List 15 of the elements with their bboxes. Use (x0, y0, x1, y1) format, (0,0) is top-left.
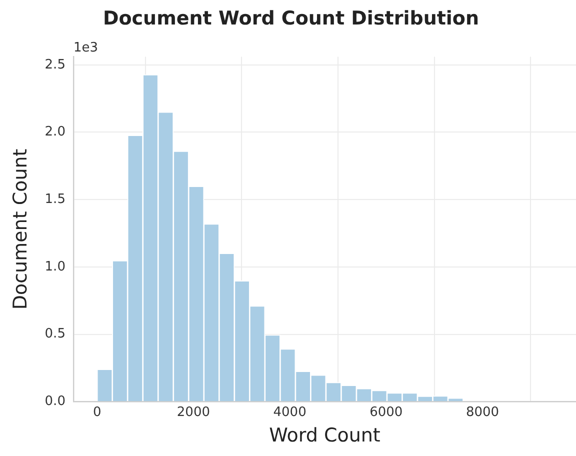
x-tick-label: 8000 (466, 404, 500, 420)
chart-title: Document Word Count Distribution (102, 7, 480, 30)
y-tick-label: 2.0 (44, 124, 66, 140)
y-axis-title: Document Count (9, 148, 32, 310)
x-tick-label: 0 (92, 404, 102, 420)
x-tick-label: 2000 (176, 404, 210, 420)
x-tick-label: 6000 (370, 404, 403, 420)
y-tick-label: 1.0 (44, 259, 66, 274)
y-tick-label: 0.5 (44, 326, 66, 342)
y-tick-label: 1.5 (44, 192, 66, 207)
x-tick-label: 4000 (273, 404, 306, 420)
y-tick-label: 2.5 (44, 57, 66, 72)
text: 1e3 (73, 40, 98, 56)
x-axis-title: Word Count (269, 424, 380, 447)
y-tick-label: 0.0 (44, 394, 66, 409)
